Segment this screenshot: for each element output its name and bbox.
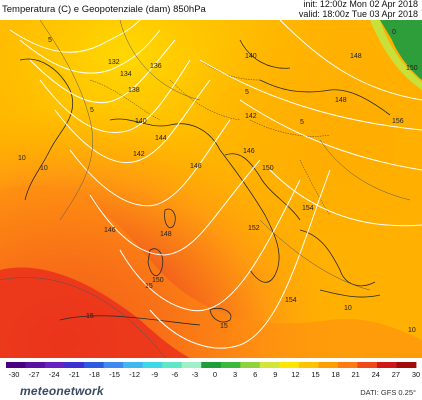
init-time: init: 12:00z Mon 02 Apr 2018	[303, 0, 418, 9]
temp-label: 0	[392, 29, 396, 36]
geo-label: 142	[133, 151, 145, 158]
colorbar-tick-label: 18	[331, 370, 339, 379]
colorbar-tick-label: -3	[192, 370, 199, 379]
colorbar-swatch	[396, 362, 417, 368]
geo-label: 150	[152, 277, 164, 284]
cold-patch	[380, 20, 422, 80]
colorbar-swatch	[103, 362, 124, 368]
footer: meteonetwork DATI: GFS 0.25°	[0, 382, 422, 400]
geo-label: 154	[285, 297, 297, 304]
geo-label: 138	[128, 87, 140, 94]
geo-label: 140	[245, 53, 257, 60]
geo-label: 148	[350, 53, 362, 60]
colorbar-tick-label: 21	[352, 370, 360, 379]
colorbar-swatch	[25, 362, 46, 368]
colorbar-tick-label: -27	[29, 370, 40, 379]
colorbar-tick-label: 27	[392, 370, 400, 379]
temp-label: 10	[408, 327, 416, 334]
colorbar-swatch	[298, 362, 319, 368]
colorbar-swatch	[64, 362, 85, 368]
contour-labels: 132 134 136 138 140 140 142 142 144 146 …	[18, 29, 418, 334]
geo-label: 136	[150, 63, 162, 70]
geo-label: 146	[243, 148, 255, 155]
colorbar-swatch	[376, 362, 397, 368]
colorbar-swatch	[318, 362, 339, 368]
colorbar-tick-label: -9	[151, 370, 158, 379]
geo-label: 148	[335, 97, 347, 104]
colorbar-swatch	[240, 362, 261, 368]
temp-label: 5	[48, 37, 52, 44]
colorbar-swatch	[181, 362, 202, 368]
colorbar-tick-label: 6	[253, 370, 257, 379]
borders	[89, 59, 331, 216]
temp-label: 15	[145, 283, 153, 290]
geo-label: 142	[245, 113, 257, 120]
colorbar-tick-label: 24	[372, 370, 380, 379]
colorbar-swatch	[84, 362, 105, 368]
cold-patch-edge	[370, 20, 422, 90]
colorbar-tick-label: 9	[273, 370, 277, 379]
colorbar-tick-label: -6	[171, 370, 178, 379]
colorbar-swatch	[259, 362, 280, 368]
geo-label: 132	[108, 59, 120, 66]
geo-label: 134	[120, 71, 132, 78]
colorbar-swatch	[357, 362, 378, 368]
colorbar-tick-label: -24	[49, 370, 60, 379]
colorbar-tick-label: 0	[213, 370, 217, 379]
colorbar-tick-label: 15	[311, 370, 319, 379]
map-title: Temperatura (C) e Geopotenziale (dam) 85…	[2, 4, 206, 15]
geo-label: 150	[406, 65, 418, 72]
geo-label: 150	[262, 165, 274, 172]
colorbar-tick-label: -18	[89, 370, 100, 379]
geo-label: 144	[155, 135, 167, 142]
geo-label: 148	[160, 231, 172, 238]
temp-label: 5	[90, 107, 94, 114]
colorbar-swatch	[6, 362, 26, 368]
coastlines	[19, 39, 391, 326]
colorbar-tick-label: -12	[129, 370, 140, 379]
colorbar-swatch	[142, 362, 163, 368]
colorbar-tick-label: -15	[109, 370, 120, 379]
colorbar-tick-label: 30	[412, 370, 420, 379]
colorbar-swatch	[337, 362, 358, 368]
colorbar-swatch	[45, 362, 65, 368]
brand-logo-text: meteonetwork	[20, 384, 104, 398]
geo-label: 146	[104, 227, 116, 234]
colorbar-swatch	[123, 362, 144, 368]
geopotential-contours	[9, 20, 422, 349]
temp-label: 5	[300, 119, 304, 126]
data-credit: DATI: GFS 0.25°	[360, 388, 416, 397]
temp-label: 10	[40, 165, 48, 172]
temp-label: 15	[220, 323, 228, 330]
temperature-colorbar: -30 -27 -24 -21 -18 -15 -12 -9 -6 -3 0 3 6 9 12 15 18 21 2…	[6, 362, 420, 379]
field-red-core	[0, 267, 190, 358]
colorbar-tick-label: 12	[291, 370, 299, 379]
temp-label: 10	[344, 305, 352, 312]
colorbar-swatch	[162, 362, 183, 368]
geo-label: 154	[302, 205, 314, 212]
colorbar-swatch	[201, 362, 222, 368]
valid-time: valid: 18:00z Tue 03 Apr 2018	[298, 9, 418, 19]
geo-label: 146	[190, 163, 202, 170]
temperature-contours	[0, 20, 411, 358]
temp-label: 5	[245, 89, 249, 96]
temp-label: 15	[86, 313, 94, 320]
temp-label: 10	[18, 155, 26, 162]
colorbar-tick-label: -21	[69, 370, 80, 379]
geo-label: 140	[135, 118, 147, 125]
header-bar: Temperatura (C) e Geopotenziale (dam) 85…	[0, 0, 422, 20]
colorbar-swatch	[220, 362, 241, 368]
colorbar-swatch	[279, 362, 300, 368]
geo-label: 152	[248, 225, 260, 232]
temperature-map: 132 134 136 138 140 140 142 142 144 146 …	[0, 20, 422, 358]
colorbar-tick-label: -30	[9, 370, 20, 379]
geo-label: 156	[392, 118, 404, 125]
colorbar-tick-label: 3	[233, 370, 237, 379]
